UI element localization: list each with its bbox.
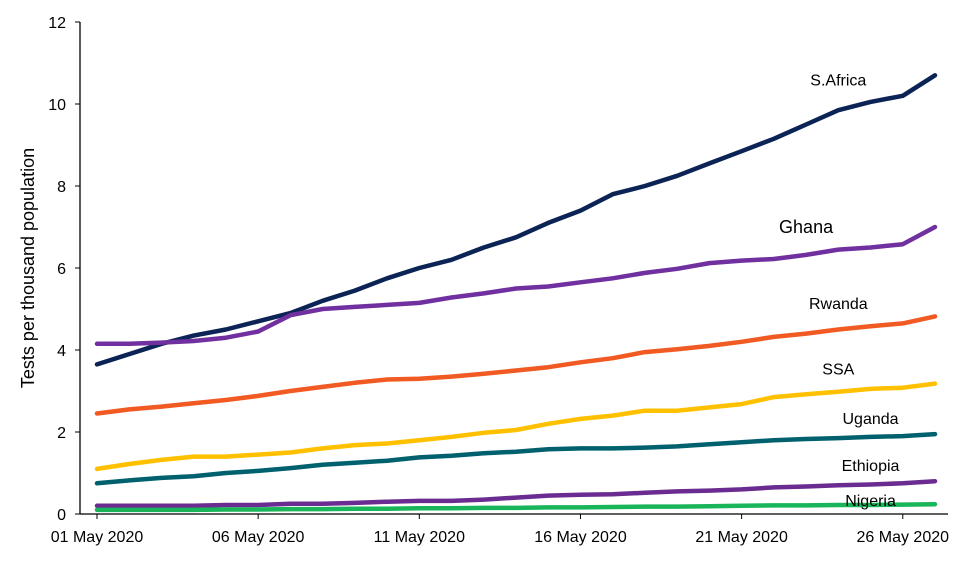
series-label-uganda: Uganda xyxy=(843,411,899,428)
series-labels: S.Africa Ghana Rwanda SSA Uganda Ethiopia Nige… xyxy=(779,73,899,510)
y-tick-label: 2 xyxy=(57,425,66,442)
y-tick-label: 4 xyxy=(57,343,66,360)
series-label-s-africa: S.Africa xyxy=(810,73,866,90)
series-line-ssa xyxy=(94,381,938,472)
y-tick-label: 12 xyxy=(48,15,66,32)
series-line-ethiopia xyxy=(94,478,938,509)
y-tick-label: 8 xyxy=(57,179,66,196)
series-label-ethiopia: Ethiopia xyxy=(842,458,900,475)
series-line-rwanda xyxy=(94,314,938,416)
x-tick-label: 21 May 2020 xyxy=(695,529,788,546)
series-line-ghana xyxy=(94,224,938,347)
series-line-s-africa xyxy=(94,73,938,367)
y-tick-label: 0 xyxy=(57,507,66,524)
series-line-uganda xyxy=(94,431,938,486)
series-label-rwanda: Rwanda xyxy=(809,296,868,313)
x-tick-label: 26 May 2020 xyxy=(857,529,950,546)
series-layer xyxy=(94,73,938,513)
series-line-nigeria xyxy=(94,501,938,513)
series-label-ssa: SSA xyxy=(822,362,854,379)
x-tick-label: 06 May 2020 xyxy=(212,529,305,546)
y-axis-title: Tests per thousand population xyxy=(18,148,38,388)
series-label-ghana: Ghana xyxy=(779,217,834,237)
series-label-nigeria: Nigeria xyxy=(845,493,896,510)
x-tick-label: 01 May 2020 xyxy=(51,529,144,546)
x-tick-label: 11 May 2020 xyxy=(374,529,465,546)
x-tick-label: 16 May 2020 xyxy=(534,529,627,546)
axes: 0 2 4 6 8 10 12 01 May 2020 06 May 2020 11 May 20… xyxy=(48,15,949,546)
y-tick-label: 10 xyxy=(48,97,66,114)
y-tick-label: 6 xyxy=(57,261,66,278)
